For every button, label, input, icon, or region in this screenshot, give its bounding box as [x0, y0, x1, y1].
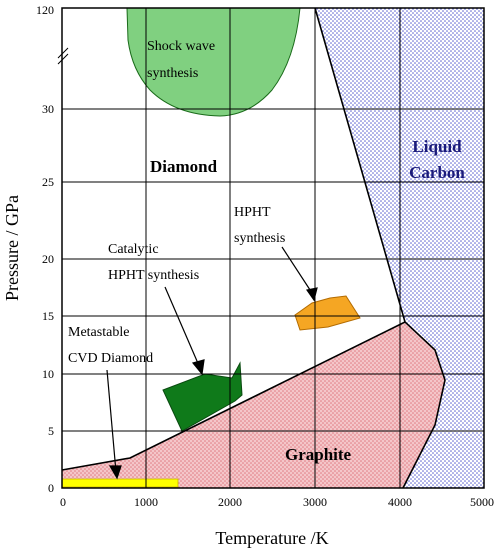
- y-tick-label: 15: [42, 309, 54, 323]
- x-tick-label: 4000: [388, 495, 412, 509]
- catalytic-label-line2: HPHT synthesis: [108, 268, 199, 283]
- catalytic-arrow: [164, 286, 201, 369]
- graphite-diamond-boundary: [61, 321, 406, 471]
- y-tick-label: 0: [48, 481, 54, 495]
- liquid-label-line2: Carbon: [409, 163, 465, 182]
- y-axis-title: Pressure / GPa: [2, 195, 22, 301]
- hpht-synthesis-region: [294, 295, 361, 331]
- y-tick-label: 30: [42, 102, 54, 116]
- y-tick-label: 20: [42, 252, 54, 266]
- graphite-region: [62, 322, 445, 488]
- catalytic-label-line1: Catalytic: [108, 242, 159, 257]
- cvd-label-line1: Metastable: [68, 325, 129, 340]
- graphite-label: Graphite: [285, 445, 352, 464]
- x-tick-label: 1000: [134, 495, 158, 509]
- x-tick-label: 2000: [218, 495, 242, 509]
- x-tick-label: 3000: [303, 495, 327, 509]
- y-tick-label: 120: [36, 3, 54, 17]
- y-tick-labels: 0 5 10 15 20 25 30 120: [36, 3, 54, 495]
- annotation-arrows: [106, 246, 318, 480]
- y-tick-label: 5: [48, 424, 54, 438]
- cvd-diamond-region: [62, 478, 179, 488]
- x-tick-label: 5000: [470, 495, 494, 509]
- liquid-boundary: [314, 7, 446, 489]
- shock-wave-label-line2: synthesis: [147, 66, 198, 81]
- y-tick-label: 10: [42, 367, 54, 381]
- plot-frame: [61, 7, 485, 489]
- cvd-label-line2: CVD Diamond: [68, 351, 153, 366]
- x-tick-labels: 0 1000 2000 3000 4000 5000: [60, 495, 494, 509]
- cvd-arrow: [106, 369, 117, 473]
- x-axis-title: Temperature /K: [215, 528, 328, 548]
- catalytic-hpht-region: [162, 361, 243, 432]
- axis-break-mark: [57, 47, 69, 65]
- diamond-label: Diamond: [150, 157, 218, 176]
- shock-wave-region: [126, 8, 301, 117]
- hpht-arrow: [281, 246, 315, 297]
- hpht-label-line1: HPHT: [234, 205, 271, 220]
- shock-wave-label-line1: Shock wave: [147, 39, 215, 54]
- liquid-label-line1: Liquid: [412, 137, 462, 156]
- x-tick-label: 0: [60, 495, 66, 509]
- hpht-label-line2: synthesis: [234, 231, 285, 246]
- y-tick-label: 25: [42, 175, 54, 189]
